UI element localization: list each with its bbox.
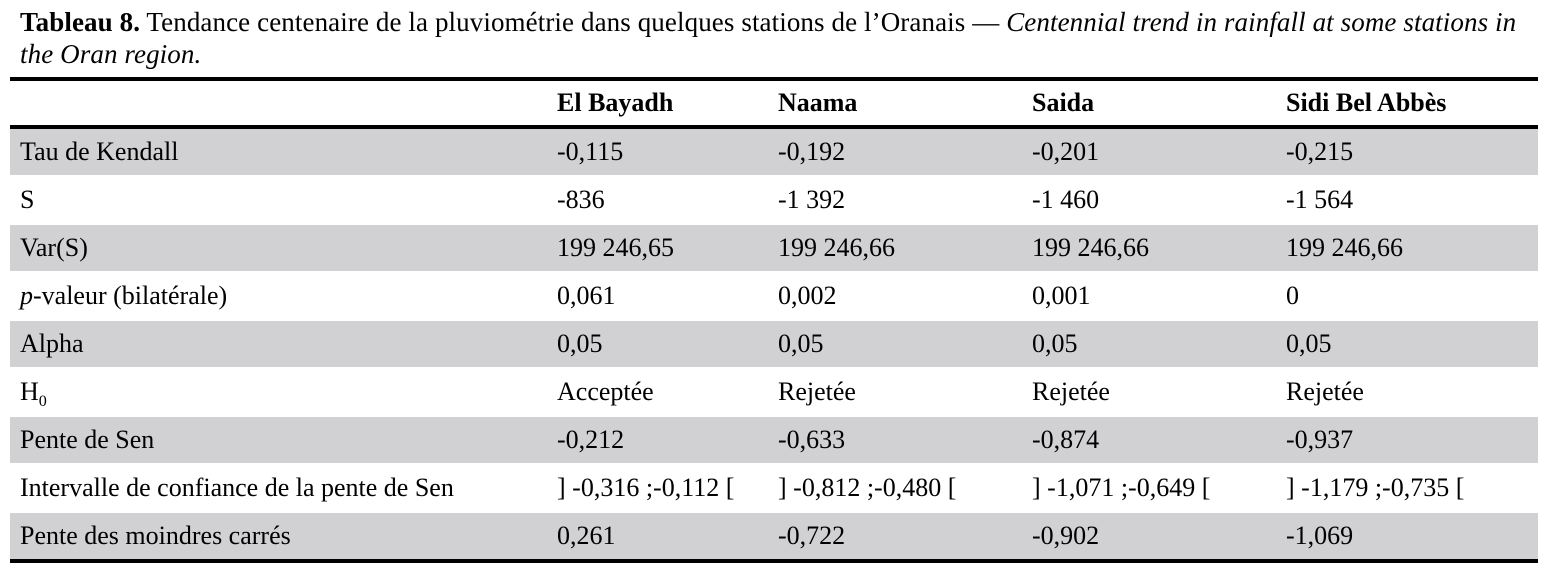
cell-value: 199 246,66 xyxy=(768,223,1022,273)
cell-value: -0,201 xyxy=(1022,126,1276,177)
cell-value: ] -0,812 ;-0,480 [ xyxy=(778,473,957,502)
cell-value: ] -1,071 ;-0,649 [ xyxy=(1032,473,1211,502)
row-label: H0 xyxy=(10,368,547,416)
table-caption: Tableau 8. Tendance centenaire de la plu… xyxy=(20,6,1526,70)
table-row-pente-de-sen: Pente de Sen -0,212 -0,633 -0,874 -0,937 xyxy=(10,415,1538,465)
caption-text-french: Tendance centenaire de la pluviométrie d… xyxy=(140,7,1007,37)
cell-value: -0,192 xyxy=(768,126,1022,177)
cell-value: 0,002 xyxy=(778,281,837,310)
column-header-saida: Saida xyxy=(1022,79,1276,129)
cell-value: 199 246,65 xyxy=(547,223,768,273)
cell-value: -0,937 xyxy=(1276,415,1538,465)
table-row-var-s: Var(S) 199 246,65 199 246,66 199 246,66 … xyxy=(10,223,1538,273)
row-label: Pente de Sen xyxy=(10,415,547,465)
row-label-italic-p: p xyxy=(20,281,33,310)
row-label: Pente des moindres carrés xyxy=(10,511,547,562)
table-row-p-valeur: p-valeur (bilatérale) 0,061 0,002 0,001 … xyxy=(10,272,1538,320)
cell-value: -1 392 xyxy=(778,185,846,214)
cell-value: 0 xyxy=(1286,281,1299,310)
cell-value: -0,874 xyxy=(1022,415,1276,465)
cell-value: Rejetée xyxy=(1286,377,1364,406)
row-label: S xyxy=(20,185,35,214)
cell-value: -0,115 xyxy=(547,126,768,177)
table-row-h0: H0 Acceptée Rejetée Rejetée Rejetée xyxy=(10,368,1538,416)
row-label: Var(S) xyxy=(10,223,547,273)
cell-value: -0,212 xyxy=(547,415,768,465)
table-row-pente-moindres-carres: Pente des moindres carrés 0,261 -0,722 -… xyxy=(10,511,1538,562)
table-row-intervalle-confiance: Intervalle de confiance de la pente de S… xyxy=(10,464,1538,512)
caption-text-english: Centennial trend in rainfall at some sta… xyxy=(20,7,1517,69)
cell-value: -1 460 xyxy=(1032,185,1100,214)
cell-value: 0,05 xyxy=(1276,319,1538,369)
cell-value: 199 246,66 xyxy=(1276,223,1538,273)
table-row-tau-de-kendall: Tau de Kendall -0,115 -0,192 -0,201 -0,2… xyxy=(10,126,1538,177)
row-label: Alpha xyxy=(10,319,547,369)
row-label: Intervalle de confiance de la pente de S… xyxy=(20,473,454,502)
row-label: Tau de Kendall xyxy=(10,126,547,177)
cell-value: Acceptée xyxy=(557,377,654,406)
row-label-text: H xyxy=(20,377,39,406)
row-label-text: -valeur (bilatérale) xyxy=(33,281,228,310)
cell-value: -1 564 xyxy=(1286,185,1354,214)
cell-value: -836 xyxy=(557,185,605,214)
cell-value: ] -0,316 ;-0,112 [ xyxy=(557,473,735,502)
cell-value: 0,261 xyxy=(547,511,768,562)
cell-value: 0,061 xyxy=(557,281,616,310)
header-row: El Bayadh Naama Saida Sidi Bel Abbès xyxy=(10,79,1538,129)
cell-value: 0,05 xyxy=(768,319,1022,369)
cell-value: 0,05 xyxy=(1022,319,1276,369)
cell-value: -0,633 xyxy=(768,415,1022,465)
row-label: p-valeur (bilatérale) xyxy=(10,272,547,320)
cell-value: -1,069 xyxy=(1276,511,1538,562)
cell-value: -0,215 xyxy=(1276,126,1538,177)
rainfall-trend-table: El Bayadh Naama Saida Sidi Bel Abbès Tau… xyxy=(10,77,1538,563)
caption-label: Tableau 8. xyxy=(20,7,141,37)
cell-value: 0,001 xyxy=(1032,281,1091,310)
corner-cell xyxy=(10,79,547,129)
cell-value: -0,902 xyxy=(1022,511,1276,562)
cell-value: ] -1,179 ;-0,735 [ xyxy=(1286,473,1465,502)
cell-value: Rejetée xyxy=(1032,377,1110,406)
cell-value: Rejetée xyxy=(778,377,856,406)
column-header-el-bayadh: El Bayadh xyxy=(547,79,768,129)
cell-value: 199 246,66 xyxy=(1022,223,1276,273)
table-row-s: S -836 -1 392 -1 460 -1 564 xyxy=(10,176,1538,224)
row-label-subscript: 0 xyxy=(38,393,47,411)
column-header-sidi-bel-abbes: Sidi Bel Abbès xyxy=(1276,79,1538,129)
cell-value: -0,722 xyxy=(768,511,1022,562)
cell-value: 0,05 xyxy=(547,319,768,369)
column-header-naama: Naama xyxy=(768,79,1022,129)
table-row-alpha: Alpha 0,05 0,05 0,05 0,05 xyxy=(10,319,1538,369)
